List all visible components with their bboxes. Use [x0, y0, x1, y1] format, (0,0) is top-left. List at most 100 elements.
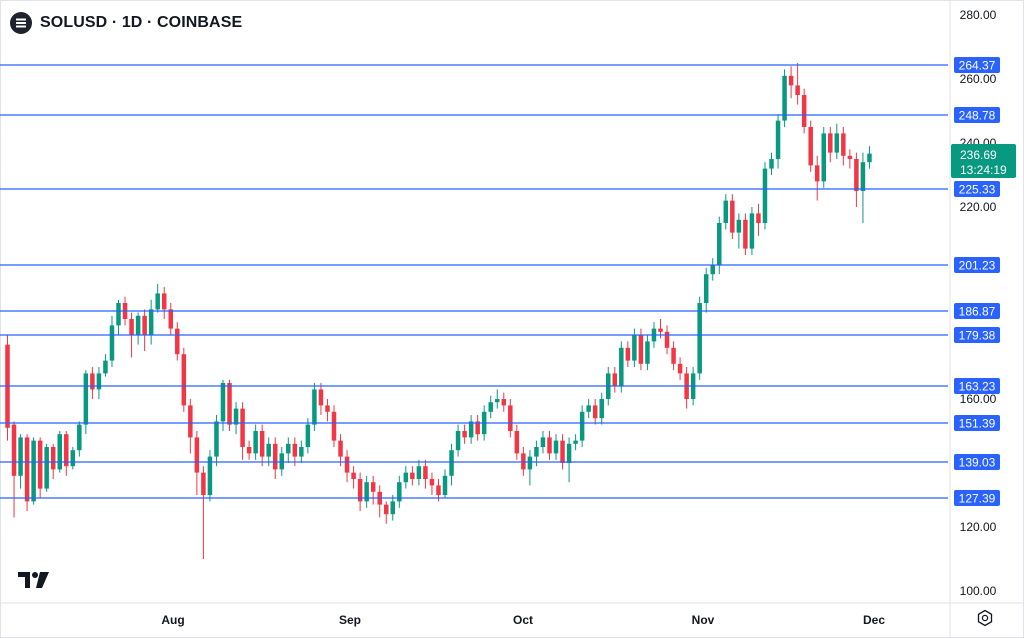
- level-label: 225.33: [959, 183, 996, 197]
- candle-up: [723, 200, 729, 223]
- level-label-bg: [954, 327, 1000, 343]
- candle-down: [161, 293, 167, 310]
- candle-down: [560, 440, 565, 463]
- level-label-bg: [954, 490, 1000, 506]
- candle-up: [253, 431, 258, 454]
- candle-down: [475, 421, 480, 435]
- candle-up: [286, 443, 291, 454]
- candle-up: [775, 120, 781, 159]
- candle-down: [246, 447, 252, 454]
- level-label: 127.39: [959, 492, 996, 506]
- candle-down: [801, 95, 807, 127]
- x-tick-label: Dec: [863, 613, 885, 627]
- x-tick-label: Oct: [513, 613, 533, 627]
- level-label-bg: [954, 415, 1000, 431]
- candle-up: [103, 360, 108, 374]
- level-label-bg: [954, 57, 1000, 73]
- tradingview-logo-icon[interactable]: [16, 570, 52, 595]
- candle-up: [867, 153, 872, 163]
- candle-up: [495, 399, 500, 403]
- candle-up: [769, 159, 774, 169]
- level-label: 139.03: [959, 456, 996, 470]
- countdown-label: 13:24:19: [960, 163, 1007, 177]
- candle-down: [612, 373, 618, 387]
- candle-down: [508, 405, 513, 431]
- title-separator-1: ·: [107, 14, 122, 31]
- candle-up: [397, 482, 402, 502]
- candle-up: [860, 162, 866, 191]
- candle-down: [201, 472, 206, 495]
- candle-up: [645, 341, 650, 364]
- candle-down: [181, 354, 187, 406]
- candle-up: [70, 450, 76, 467]
- candle-down: [370, 482, 376, 492]
- level-label-bg: [954, 303, 1000, 319]
- symbol-title[interactable]: SOLUSD · 1D · COINBASE: [40, 14, 242, 32]
- level-label-bg: [954, 378, 1000, 394]
- candle-down: [410, 472, 415, 479]
- candle-up: [312, 389, 317, 425]
- candle-down: [142, 315, 147, 335]
- candle-up: [148, 309, 154, 335]
- candle-down: [240, 408, 245, 447]
- candle-up: [762, 168, 768, 223]
- candle-down: [638, 335, 644, 364]
- candle-down: [847, 155, 853, 159]
- candle-up: [697, 303, 702, 374]
- settings-gear-icon[interactable]: [976, 609, 994, 632]
- candle-down: [318, 389, 324, 406]
- candle-up: [586, 405, 591, 412]
- level-label: 186.87: [959, 305, 996, 319]
- symbol-name: SOLUSD: [40, 14, 108, 31]
- candle-down: [841, 133, 846, 156]
- y-tick-label: 220.00: [960, 200, 997, 214]
- candle-up: [364, 482, 369, 502]
- candle-up: [18, 437, 23, 476]
- level-label-bg: [954, 107, 1000, 123]
- candle-up: [77, 424, 82, 451]
- level-label: 201.23: [959, 259, 996, 273]
- candle-up: [403, 472, 409, 483]
- candle-up: [710, 264, 715, 275]
- candle-up: [233, 408, 239, 425]
- candle-up: [83, 373, 89, 425]
- candle-down: [814, 165, 820, 182]
- x-tick-label: Aug: [161, 613, 184, 627]
- candle-up: [821, 133, 826, 182]
- candle-up: [299, 447, 304, 457]
- candle-down: [175, 328, 180, 355]
- solana-logo-icon: [10, 12, 32, 34]
- candle-up: [632, 335, 637, 361]
- candle-down: [429, 479, 435, 486]
- candle-down: [292, 443, 298, 457]
- candle-down: [795, 85, 800, 95]
- candle-up: [416, 466, 422, 479]
- interval-label: 1D: [121, 14, 143, 31]
- candle-down: [756, 213, 761, 223]
- x-tick-label: Sep: [339, 613, 361, 627]
- y-tick-label: 260.00: [960, 72, 997, 86]
- candle-down: [331, 411, 337, 441]
- candle-down: [338, 440, 343, 457]
- y-tick-label: 280.00: [960, 8, 997, 22]
- x-tick-label: Nov: [692, 613, 715, 627]
- candle-up: [782, 75, 787, 121]
- candle-up: [566, 443, 572, 463]
- candle-down: [514, 431, 520, 454]
- candle-down: [730, 200, 735, 233]
- candle-up: [619, 347, 624, 387]
- candle-up: [703, 274, 709, 303]
- candle-down: [90, 373, 95, 390]
- candle-down: [743, 219, 748, 249]
- candle-down: [272, 443, 278, 470]
- current-price-tag: [951, 144, 1016, 178]
- candle-up: [540, 437, 546, 447]
- candle-up: [57, 434, 62, 470]
- candle-up: [116, 303, 121, 326]
- candle-down: [625, 347, 631, 361]
- candle-down: [194, 437, 200, 473]
- candle-up: [573, 440, 578, 444]
- candle-down: [658, 328, 663, 332]
- candle-down: [677, 363, 683, 374]
